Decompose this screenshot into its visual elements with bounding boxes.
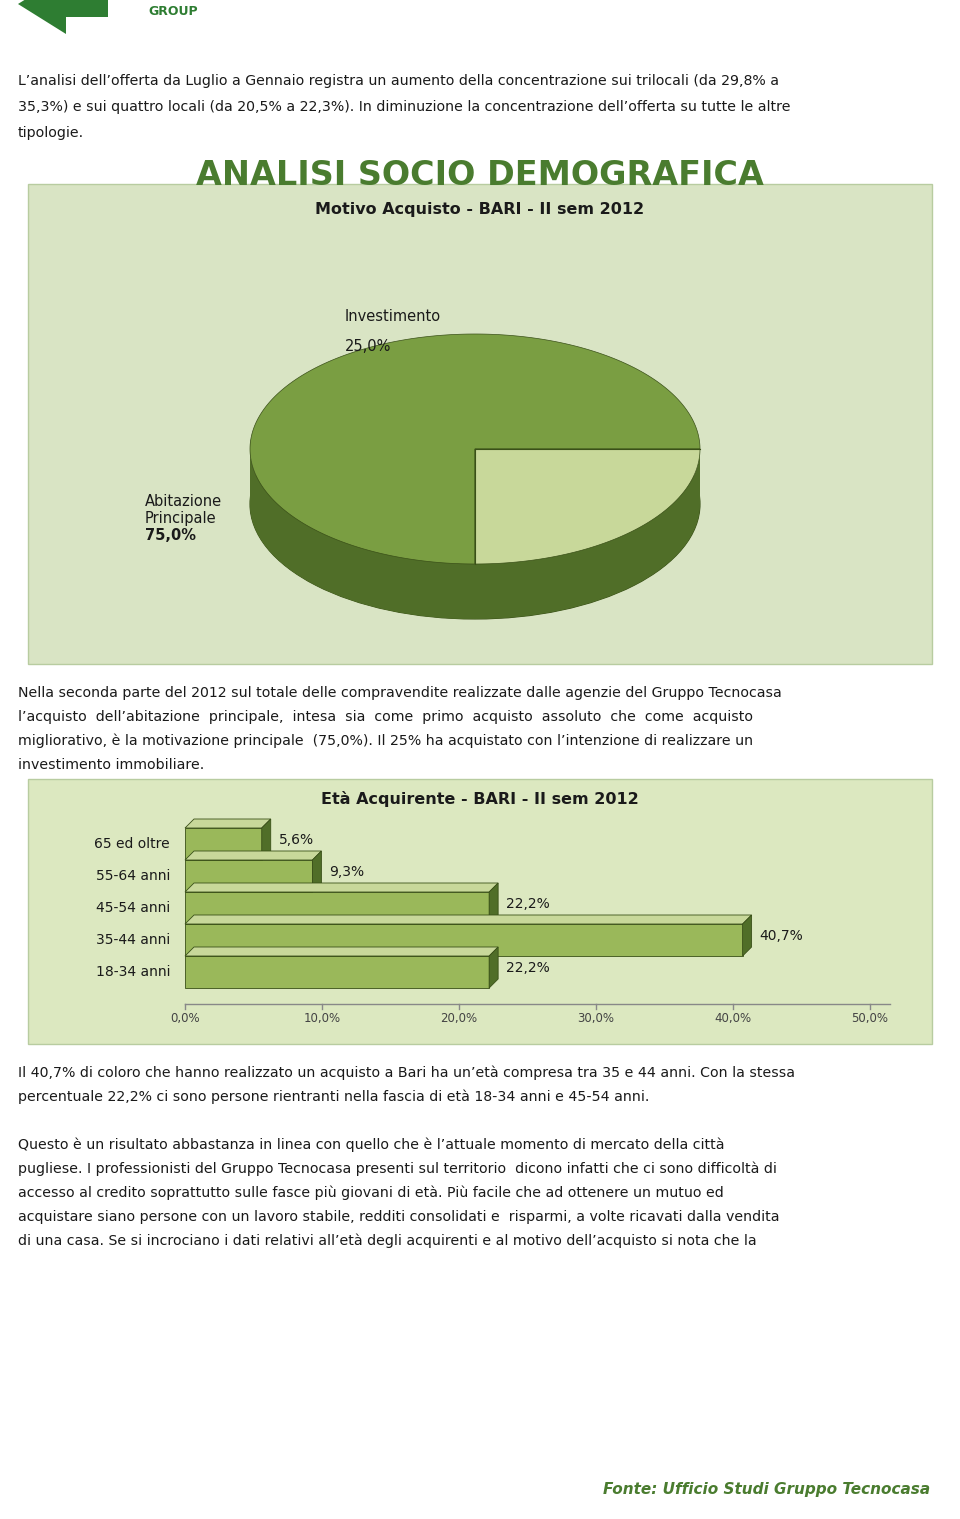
Bar (185, 892, 490, 924)
Text: 65 ed oltre: 65 ed oltre (94, 837, 170, 851)
Polygon shape (18, 0, 108, 33)
Polygon shape (185, 819, 271, 828)
Bar (28, 779, 932, 1044)
Text: Questo è un risultato abbastanza in linea con quello che è l’attuale momento di : Questo è un risultato abbastanza in line… (18, 1138, 725, 1153)
Text: di una casa. Se si incrociano i dati relativi all’età degli acquirenti e al moti: di una casa. Se si incrociano i dati rel… (18, 1233, 756, 1249)
Text: Abitazione: Abitazione (145, 494, 222, 509)
Polygon shape (250, 450, 700, 620)
Text: Nella seconda parte del 2012 sul totale delle compravendite realizzate dalle age: Nella seconda parte del 2012 sul totale … (18, 687, 781, 700)
Polygon shape (250, 439, 475, 620)
Text: 40,7%: 40,7% (759, 928, 804, 942)
Text: 5,6%: 5,6% (278, 832, 314, 846)
Text: Motivo Acquisto - BARI - II sem 2012: Motivo Acquisto - BARI - II sem 2012 (316, 202, 644, 217)
Text: 35,3%) e sui quattro locali (da 20,5% a 22,3%). In diminuzione la concentrazione: 35,3%) e sui quattro locali (da 20,5% a … (18, 100, 790, 114)
Text: ANALISI SOCIO DEMOGRAFICA: ANALISI SOCIO DEMOGRAFICA (196, 159, 764, 191)
Text: acquistare siano persone con un lavoro stabile, redditi consolidati e  risparmi,: acquistare siano persone con un lavoro s… (18, 1211, 780, 1224)
Text: l’acquisto  dell’abitazione  principale,  intesa  sia  come  primo  acquisto  as: l’acquisto dell’abitazione principale, i… (18, 709, 753, 725)
Ellipse shape (250, 389, 700, 620)
Polygon shape (185, 946, 498, 955)
Text: 50,0%: 50,0% (852, 1012, 889, 1025)
Text: 9,3%: 9,3% (329, 864, 365, 878)
Text: 25,0%: 25,0% (345, 339, 392, 354)
Text: Il 40,7% di coloro che hanno realizzato un acquisto a Bari ha un’età compresa tr: Il 40,7% di coloro che hanno realizzato … (18, 1066, 795, 1080)
Text: 22,2%: 22,2% (506, 960, 550, 975)
Polygon shape (490, 946, 498, 987)
Text: 20,0%: 20,0% (441, 1012, 477, 1025)
Text: GROUP: GROUP (148, 5, 198, 18)
Bar (185, 924, 743, 955)
Text: Fonte: Ufficio Studi Gruppo Tecnocasa: Fonte: Ufficio Studi Gruppo Tecnocasa (603, 1483, 930, 1498)
Polygon shape (185, 883, 498, 892)
Polygon shape (250, 334, 700, 564)
Text: 30,0%: 30,0% (578, 1012, 614, 1025)
Text: 55-64 anni: 55-64 anni (96, 869, 170, 883)
Text: 35-44 anni: 35-44 anni (96, 933, 170, 946)
Text: accesso al credito soprattutto sulle fasce più giovani di età. Più facile che ad: accesso al credito soprattutto sulle fas… (18, 1186, 724, 1200)
Text: Principale: Principale (145, 510, 217, 526)
Text: 75,0%: 75,0% (145, 529, 196, 542)
Bar (185, 828, 262, 860)
Polygon shape (490, 883, 498, 924)
Text: migliorativo, è la motivazione principale  (75,0%). Il 25% ha acquistato con l’i: migliorativo, è la motivazione principal… (18, 734, 754, 749)
Bar (185, 860, 312, 892)
Text: 10,0%: 10,0% (303, 1012, 341, 1025)
Polygon shape (262, 819, 271, 860)
Text: TECNOCASA: TECNOCASA (116, 0, 249, 5)
Text: tipologie.: tipologie. (18, 126, 84, 140)
Text: 18-34 anni: 18-34 anni (95, 965, 170, 980)
Text: pugliese. I professionisti del Gruppo Tecnocasa presenti sul territorio  dicono : pugliese. I professionisti del Gruppo Te… (18, 1162, 777, 1177)
Text: percentuale 22,2% ci sono persone rientranti nella fascia di età 18-34 anni e 45: percentuale 22,2% ci sono persone rientr… (18, 1091, 649, 1104)
Text: investimento immobiliare.: investimento immobiliare. (18, 758, 204, 772)
Text: 0,0%: 0,0% (170, 1012, 200, 1025)
Bar (28, 184, 932, 664)
Polygon shape (475, 450, 700, 564)
Text: Investimento: Investimento (345, 308, 442, 324)
Bar (185, 955, 490, 987)
Text: 40,0%: 40,0% (714, 1012, 752, 1025)
Text: Età Acquirente - BARI - II sem 2012: Età Acquirente - BARI - II sem 2012 (322, 791, 638, 807)
Polygon shape (743, 914, 752, 955)
Polygon shape (312, 851, 322, 892)
Text: 45-54 anni: 45-54 anni (96, 901, 170, 914)
Text: L’analisi dell’offerta da Luglio a Gennaio registra un aumento della concentrazi: L’analisi dell’offerta da Luglio a Genna… (18, 74, 779, 88)
Polygon shape (185, 914, 752, 924)
Polygon shape (185, 851, 322, 860)
Text: 22,2%: 22,2% (506, 896, 550, 910)
